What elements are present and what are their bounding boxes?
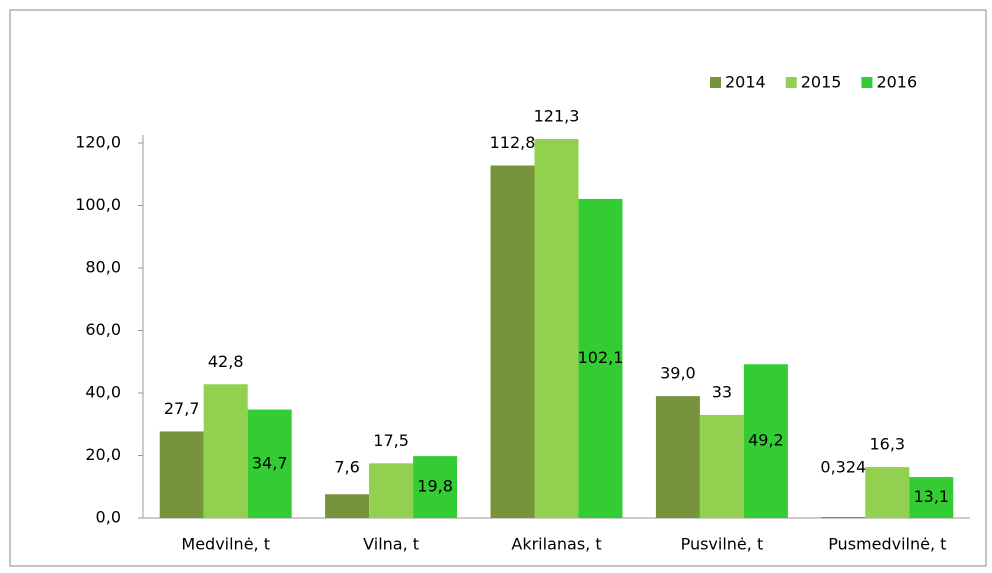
data-label: 27,7 [164,399,200,418]
bar [821,516,866,518]
bar [490,165,535,518]
legend-swatch [785,77,797,88]
data-label: 42,8 [208,352,244,371]
x-tick-label: Vilna, t [363,535,419,554]
bar [159,431,204,518]
data-label: 102,1 [578,348,624,367]
y-tick-label: 40,0 [85,383,121,402]
y-tick-label: 60,0 [85,320,121,339]
bar [655,396,700,518]
data-label: 16,3 [869,435,905,454]
data-label: 0,324 [820,458,866,477]
legend-swatch [861,77,873,88]
data-label: 19,8 [417,477,453,496]
y-tick-label: 100,0 [75,195,121,214]
bar [578,198,623,518]
bar [534,138,579,518]
data-label: 34,7 [252,453,288,472]
x-tick-label: Medvilnė, t [181,535,270,554]
legend-swatch [710,77,721,88]
data-label: 33 [712,382,732,401]
bar [369,463,414,518]
data-label: 17,5 [373,431,409,450]
bar [909,477,954,518]
bar [413,456,458,518]
data-label: 112,8 [490,133,536,152]
data-label: 39,0 [660,364,696,383]
legend-label: 2014 [725,73,766,92]
y-tick-label: 120,0 [75,133,121,152]
bar [325,494,370,518]
x-tick-label: Pusvilnė, t [681,535,764,554]
y-tick-label: 20,0 [85,445,121,464]
data-label: 7,6 [334,458,359,477]
legend-label: 2015 [801,73,842,92]
x-tick-label: Akrilanas, t [511,535,601,554]
legend-label: 2016 [876,73,917,92]
data-label: 121,3 [534,106,580,125]
bar [247,409,292,518]
bar [203,384,248,518]
bar [743,364,788,518]
data-label: 13,1 [913,487,949,506]
y-tick-label: 80,0 [85,258,121,277]
data-label: 49,2 [748,431,784,450]
y-tick-label: 0,0 [96,508,121,527]
bar [699,414,744,518]
bar [865,467,910,518]
x-tick-label: Pusmedvilnė, t [828,535,946,554]
